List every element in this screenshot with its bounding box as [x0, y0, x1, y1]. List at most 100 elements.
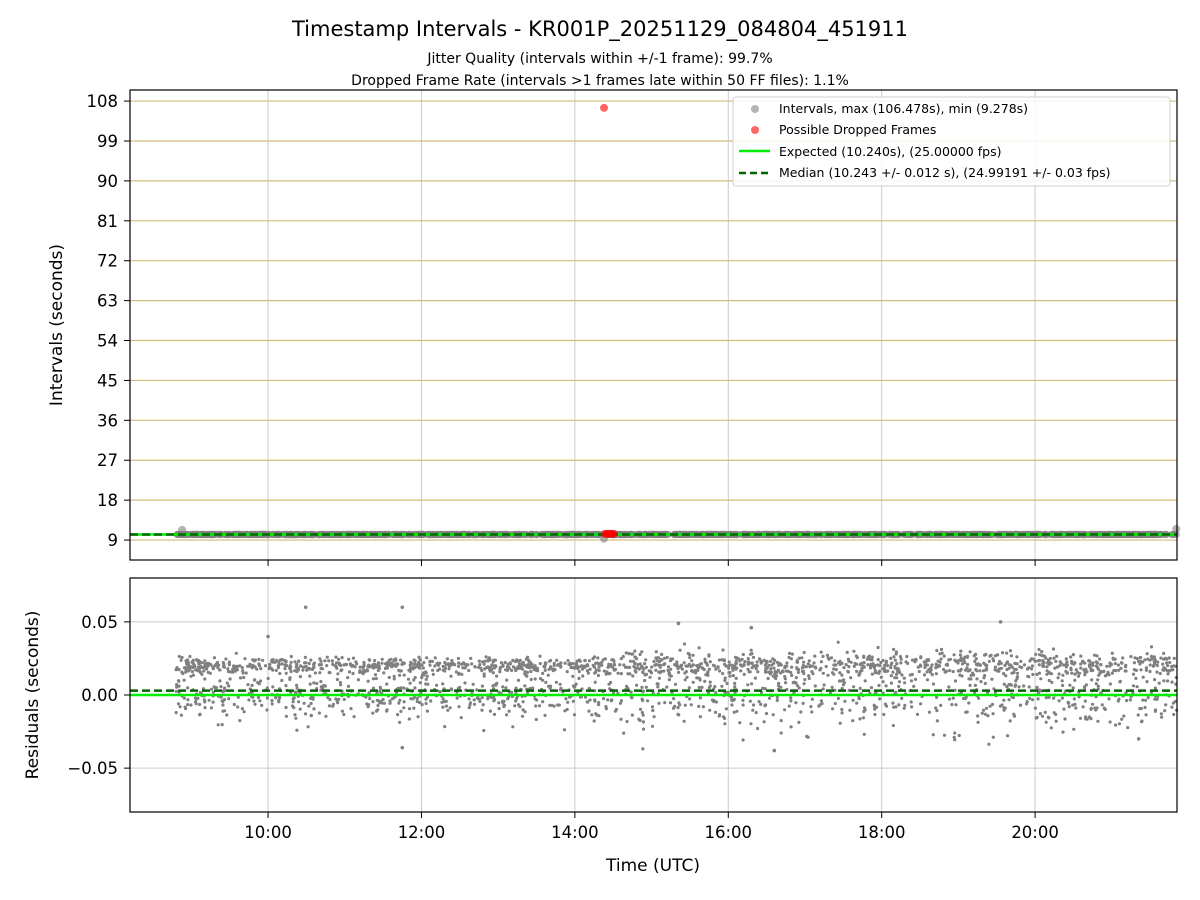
residual-point — [497, 701, 501, 705]
residual-point — [694, 671, 698, 675]
residual-point — [702, 667, 706, 672]
residual-point — [854, 654, 859, 658]
residual-points — [174, 605, 1179, 753]
residual-point — [309, 714, 313, 718]
residual-point — [534, 666, 538, 670]
residual-point — [749, 648, 753, 652]
residual-point — [593, 680, 597, 684]
residual-point — [312, 707, 316, 711]
residual-point — [436, 661, 440, 665]
residual-point — [672, 697, 676, 701]
residual-point — [186, 698, 190, 702]
residual-point — [742, 662, 746, 667]
residual-point — [418, 662, 422, 667]
residual-point — [993, 665, 998, 669]
residual-point — [838, 659, 842, 664]
residual-point — [1109, 662, 1113, 667]
residual-point — [638, 662, 642, 666]
residual-point — [1145, 652, 1149, 656]
residual-point — [877, 671, 881, 675]
residual-point — [1173, 664, 1177, 668]
residual-point — [399, 709, 403, 714]
intervals-x-ticks — [267, 560, 1036, 566]
residual-point — [362, 668, 366, 672]
residual-point — [1133, 656, 1137, 660]
residual-point — [1074, 668, 1078, 672]
residual-point — [196, 669, 200, 673]
residual-point — [734, 676, 738, 681]
residual-point — [177, 679, 181, 683]
residual-point — [482, 728, 486, 733]
residual-point — [1131, 672, 1136, 676]
residual-point — [1171, 701, 1175, 705]
residual-point — [975, 677, 979, 681]
residual-point — [412, 706, 416, 710]
residual-point — [327, 659, 331, 663]
residual-point — [796, 670, 801, 675]
residual-point — [696, 668, 700, 673]
residual-point — [380, 661, 384, 665]
residual-point — [846, 669, 850, 674]
residual-point — [288, 677, 292, 682]
residual-point — [619, 672, 624, 676]
residual-point — [731, 674, 736, 678]
residual-point — [819, 650, 823, 654]
residual-point — [655, 682, 659, 686]
residual-point — [1069, 666, 1073, 670]
residual-point — [1027, 666, 1031, 670]
residual-point — [289, 660, 293, 665]
residual-point — [367, 658, 371, 662]
residual-point — [268, 662, 272, 667]
legend-intervals-marker — [751, 105, 759, 113]
residual-point — [498, 670, 502, 674]
residual-point — [1047, 678, 1051, 683]
residual-point — [640, 650, 644, 654]
residual-point — [656, 656, 661, 660]
residual-point — [839, 679, 844, 683]
residual-point — [869, 686, 874, 690]
residual-point — [893, 658, 898, 662]
residual-point — [759, 702, 763, 707]
residual-point — [567, 662, 571, 667]
residual-point — [376, 708, 380, 712]
residual-point — [583, 695, 588, 699]
residual-point — [821, 654, 825, 659]
residual-point — [467, 668, 471, 673]
residual-point — [848, 708, 852, 712]
residual-point — [547, 667, 551, 672]
residual-point — [968, 668, 972, 672]
residual-point — [611, 658, 616, 662]
residual-point — [486, 695, 490, 699]
residual-point — [723, 678, 727, 683]
residual-point — [953, 658, 957, 662]
residual-point — [516, 678, 521, 683]
residuals-y-axis-label: Residuals (seconds) — [23, 611, 43, 780]
residual-point — [973, 683, 978, 688]
residual-point — [879, 675, 883, 679]
residual-point — [1054, 719, 1058, 723]
residual-point — [209, 663, 213, 667]
residual-point — [984, 652, 988, 657]
residual-point — [640, 685, 644, 690]
residual-point — [646, 699, 650, 703]
residual-point — [425, 709, 429, 713]
residual-point — [912, 684, 916, 689]
residual-point — [734, 659, 738, 663]
residual-point — [558, 682, 562, 686]
residual-point — [219, 695, 223, 699]
residual-point — [285, 664, 289, 668]
residual-point — [974, 667, 978, 672]
residual-point — [180, 655, 184, 660]
residual-point — [657, 660, 662, 664]
residual-point — [371, 677, 375, 681]
residual-point — [690, 669, 694, 673]
residual-point — [586, 700, 590, 704]
residual-point — [858, 669, 863, 673]
residual-point — [1094, 682, 1098, 686]
residual-point — [518, 705, 522, 709]
residual-point — [1171, 668, 1175, 672]
residual-point — [902, 706, 906, 710]
residual-point — [188, 667, 192, 671]
residual-point — [470, 662, 474, 666]
intervals-y-tick-label: 72 — [97, 252, 118, 271]
